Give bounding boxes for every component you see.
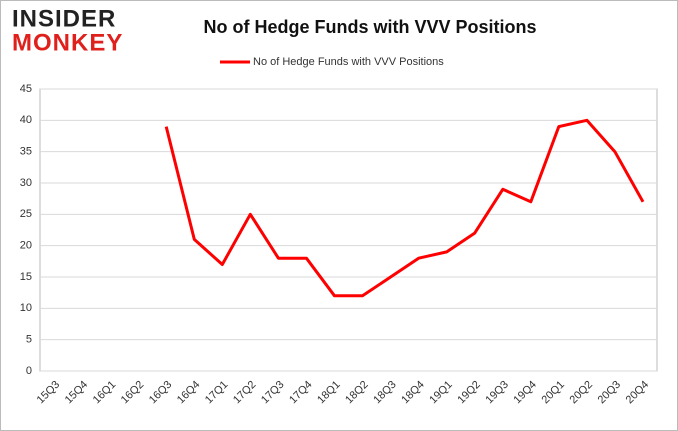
y-tick-label: 25 bbox=[20, 208, 32, 220]
y-tick-label: 40 bbox=[20, 114, 32, 126]
y-tick-label: 5 bbox=[26, 334, 32, 346]
y-tick-label: 0 bbox=[26, 365, 32, 377]
y-tick-label: 10 bbox=[20, 302, 32, 314]
y-tick-label: 35 bbox=[20, 146, 32, 158]
logo-line2: MONKEY bbox=[12, 29, 123, 56]
data-line bbox=[164, 118, 645, 298]
logo-line1: INSIDER bbox=[12, 5, 116, 32]
y-tick-label: 15 bbox=[20, 271, 32, 283]
legend-label: No of Hedge Funds with VVV Positions bbox=[253, 56, 444, 68]
chart-title: No of Hedge Funds with VVV Positions bbox=[203, 17, 536, 37]
y-tick-label: 45 bbox=[20, 83, 32, 95]
y-tick-label: 20 bbox=[20, 240, 32, 252]
y-tick-label: 30 bbox=[20, 177, 32, 189]
